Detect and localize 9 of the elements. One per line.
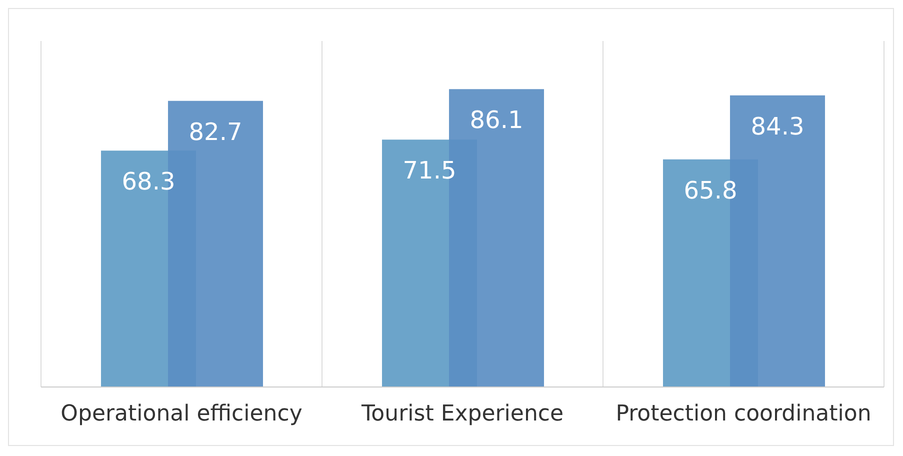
x-tick-label: Tourist Experience xyxy=(360,402,564,427)
data-label: 71.5 xyxy=(402,156,456,185)
data-label: 84.3 xyxy=(750,112,804,140)
data-label: 68.3 xyxy=(122,168,176,196)
data-label: 86.1 xyxy=(470,106,524,134)
data-label: 65.8 xyxy=(684,176,738,204)
x-tick-label: Protection coordination xyxy=(616,402,872,427)
data-label: 82.7 xyxy=(188,118,242,146)
x-tick-label: Operational efficiency xyxy=(60,402,302,427)
